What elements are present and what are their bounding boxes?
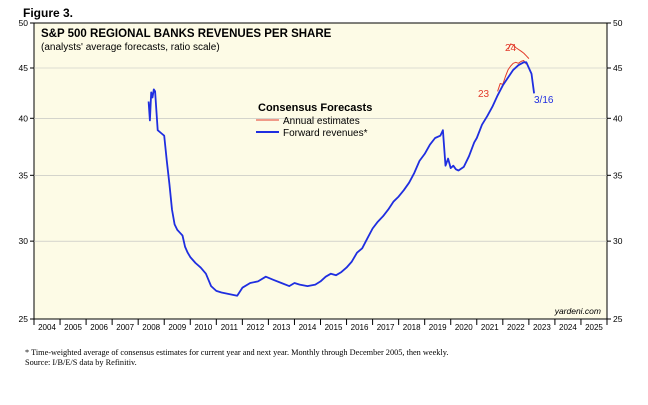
y-tick-label-left: 50 [19,18,29,28]
legend-label-forward: Forward revenues* [283,128,368,139]
annual-estimates-line-24 [507,43,530,59]
x-tick-label: 2020 [455,323,473,332]
y-tick-label-right: 25 [613,314,623,324]
forward-revenues-line [147,61,535,297]
x-tick-label: 2012 [246,323,264,332]
x-tick-label: 2006 [90,323,108,332]
y-tick-label-left: 25 [19,314,29,324]
chart-subtitle: (analysts' average forecasts, ratio scal… [41,42,220,53]
label-24: 24 [505,43,517,54]
y-tick-label-right: 40 [613,113,623,123]
x-tick-label: 2025 [585,323,603,332]
x-tick-label: 2004 [38,323,56,332]
footnote-line-2: Source: I/B/E/S data by Refinitiv. [25,358,137,367]
x-tick-label: 2019 [429,323,447,332]
y-tick-label-right: 50 [613,18,623,28]
x-tick-label: 2023 [533,323,551,332]
annual-estimates-line-23 [497,60,527,92]
x-tick-label: 2011 [221,323,239,332]
x-tick-label: 2010 [194,323,212,332]
x-tick-label: 2007 [116,323,134,332]
plot-area [33,22,608,320]
x-tick-label: 2013 [273,323,291,332]
axes: 25 25 30 30 35 35 40 40 45 45 50 50 2004 2005 2006 2007… [19,18,623,332]
x-tick-label: 2008 [142,323,160,332]
x-tick-label: 2024 [559,323,577,332]
series-lines [147,43,535,297]
label-23: 23 [478,89,490,100]
x-tick-label: 2018 [403,323,421,332]
legend: Consensus Forecasts Annual estimates For… [256,102,372,139]
y-tick-label-left: 45 [19,63,29,73]
x-tick-label: 2017 [377,323,395,332]
chart-title: S&P 500 REGIONAL BANKS REVENUES PER SHAR… [41,28,332,40]
footnote-line-1: * Time-weighted average of consensus est… [25,348,449,357]
y-grid [34,67,607,242]
y-tick-label-right: 45 [613,63,623,73]
x-tick-label: 2022 [507,323,525,332]
figure-label: Figure 3. [23,6,74,20]
y-tick-label-right: 30 [613,236,623,246]
legend-title: Consensus Forecasts [258,102,372,114]
end-date-label: 3/16 [534,95,554,106]
x-tick-label: 2014 [299,323,317,332]
y-tick-label-left: 35 [19,170,29,180]
x-tick-label: 2021 [481,323,499,332]
footnote: * Time-weighted average of consensus est… [25,348,448,368]
x-tick-label: 2005 [64,323,82,332]
x-tick-label: 2009 [168,323,186,332]
y-tick-label-left: 30 [19,236,29,246]
y-tick-label-right: 35 [613,170,623,180]
x-tick-label: 2015 [325,323,343,332]
legend-label-annual: Annual estimates [283,116,360,127]
y-tick-label-left: 40 [19,113,29,123]
x-tick-label: 2016 [351,323,369,332]
source-credit: yardeni.com [554,306,601,316]
